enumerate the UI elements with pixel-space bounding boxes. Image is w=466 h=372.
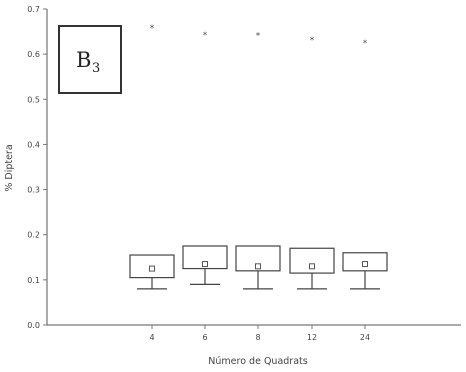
outlier-marker: * — [363, 39, 368, 49]
x-tick-label: 4 — [149, 333, 154, 342]
x-tick-label: 24 — [360, 333, 370, 342]
box-6 — [183, 246, 227, 284]
x-tick-label: 12 — [307, 333, 317, 342]
y-tick-label: 0.5 — [27, 95, 40, 104]
boxes — [130, 246, 387, 289]
y-tick-label: 0.6 — [27, 50, 40, 59]
median-marker — [310, 264, 315, 269]
y-tick-label: 0.0 — [27, 321, 40, 330]
outlier-marker: * — [150, 24, 155, 34]
panel-label-letter: B — [76, 48, 91, 72]
median-marker — [203, 262, 208, 267]
median-marker — [256, 264, 261, 269]
x-axis-title: Número de Quadrats — [208, 356, 307, 367]
y-tick-label: 0.3 — [27, 186, 40, 195]
outlier-marker: * — [310, 36, 315, 46]
outlier-marker: * — [256, 32, 261, 42]
panel-label-subscript: 3 — [92, 61, 100, 76]
y-tick-label: 0.7 — [27, 5, 40, 14]
box-12 — [290, 248, 334, 289]
box-24 — [343, 253, 387, 289]
iqr-box — [290, 248, 334, 273]
box-4 — [130, 255, 174, 289]
x-tick-label: 6 — [202, 333, 207, 342]
median-marker — [150, 266, 155, 271]
outlier-marker: * — [203, 31, 208, 41]
y-tick-label: 0.2 — [27, 231, 40, 240]
y-ticks: 0.0 0.1 0.2 0.3 0.4 0.5 0.6 0.7 — [27, 5, 47, 330]
outliers: * * * * * — [150, 24, 368, 49]
median-marker — [363, 262, 368, 267]
x-tick-label: 8 — [255, 333, 260, 342]
box-8 — [236, 246, 280, 289]
y-tick-label: 0.1 — [27, 276, 40, 285]
x-ticks: 4 6 8 12 24 — [149, 325, 370, 342]
y-tick-label: 0.4 — [27, 140, 40, 149]
panel-label: B 3 — [59, 26, 121, 93]
y-axis-title: % Diptera — [4, 144, 15, 191]
